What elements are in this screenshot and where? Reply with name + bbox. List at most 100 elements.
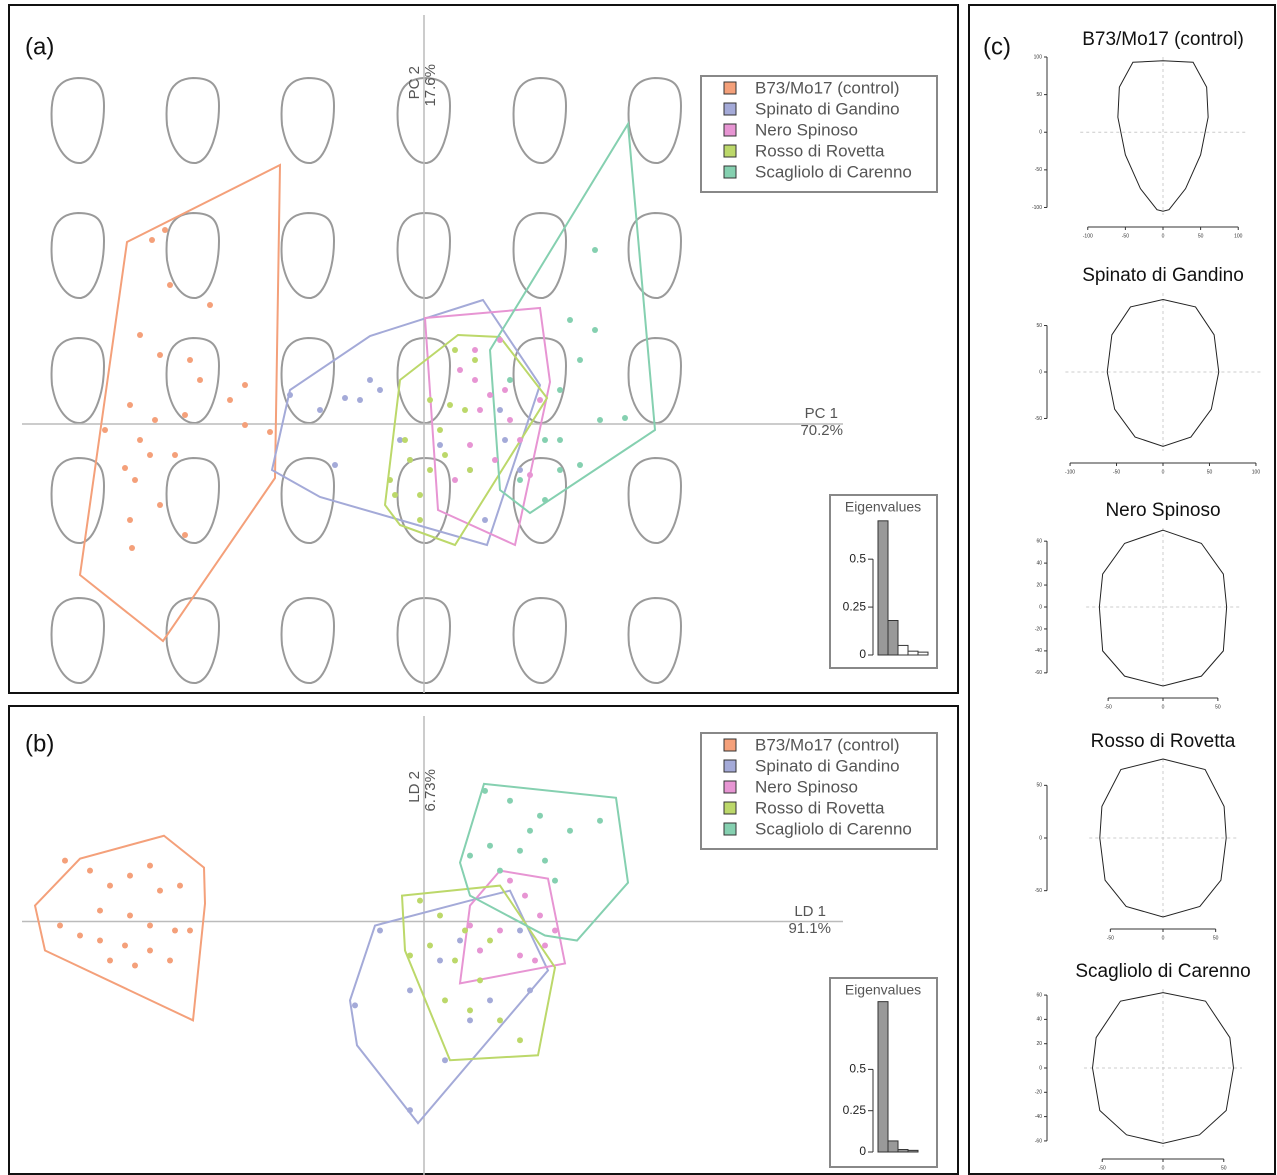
point bbox=[97, 937, 103, 944]
point bbox=[167, 282, 173, 288]
point bbox=[497, 927, 503, 934]
panel-b-frame bbox=[8, 705, 959, 1175]
point bbox=[447, 402, 453, 408]
x-tick-label: 50 bbox=[1213, 935, 1219, 941]
x-tick-label: 50 bbox=[1215, 704, 1221, 710]
point bbox=[452, 957, 458, 964]
point bbox=[392, 492, 398, 498]
point bbox=[437, 912, 443, 919]
point bbox=[462, 407, 468, 413]
point bbox=[77, 932, 83, 939]
point bbox=[147, 862, 153, 869]
point bbox=[152, 417, 158, 423]
inset-tick-label: 0 bbox=[859, 647, 866, 661]
point bbox=[157, 502, 163, 508]
shape-reconstruction bbox=[280, 456, 336, 545]
legend-swatch bbox=[723, 801, 737, 815]
panel-label: (a) bbox=[25, 33, 54, 60]
point bbox=[442, 452, 448, 458]
y-tick-label: 20 bbox=[1036, 582, 1042, 588]
legend-box bbox=[700, 75, 938, 193]
point bbox=[502, 437, 508, 443]
shape-reconstruction bbox=[627, 211, 683, 300]
point bbox=[622, 415, 628, 421]
shape-reconstruction bbox=[396, 596, 452, 685]
shape-reconstruction bbox=[512, 596, 568, 685]
point bbox=[107, 957, 113, 964]
point bbox=[482, 517, 488, 523]
outline bbox=[1099, 758, 1227, 918]
shape-reconstruction bbox=[396, 76, 452, 165]
point bbox=[517, 927, 523, 934]
eigenvalue-bar bbox=[897, 1149, 909, 1153]
point bbox=[557, 387, 563, 393]
y-tick-label: -20 bbox=[1035, 626, 1042, 632]
subplot-title: Rosso di Rovetta bbox=[1091, 731, 1236, 752]
point bbox=[452, 347, 458, 353]
legend-swatch bbox=[723, 738, 737, 752]
y-tick-label: 40 bbox=[1036, 1017, 1042, 1023]
inset-tick-label: 0.25 bbox=[843, 1103, 867, 1117]
shape-reconstruction bbox=[512, 456, 568, 545]
x-axis-variance: 70.2% bbox=[800, 422, 843, 439]
x-tick-label: 0 bbox=[1162, 1165, 1165, 1171]
x-tick-label: 50 bbox=[1198, 233, 1204, 239]
point bbox=[552, 877, 558, 884]
point bbox=[537, 812, 543, 819]
point bbox=[147, 922, 153, 929]
point bbox=[492, 457, 498, 463]
y-tick-label: -50 bbox=[1035, 416, 1042, 422]
point bbox=[467, 852, 473, 859]
point bbox=[487, 392, 493, 398]
point bbox=[417, 897, 423, 904]
legend-swatch bbox=[723, 123, 737, 137]
point bbox=[129, 545, 135, 551]
point bbox=[182, 412, 188, 418]
point bbox=[157, 887, 163, 894]
shape-reconstruction bbox=[396, 456, 452, 545]
point bbox=[517, 437, 523, 443]
shape-reconstruction bbox=[280, 211, 336, 300]
convex-hull bbox=[458, 869, 567, 985]
shape-reconstruction bbox=[50, 211, 106, 300]
point bbox=[507, 877, 513, 884]
subplot-title: Nero Spinoso bbox=[1105, 500, 1220, 521]
point bbox=[132, 477, 138, 483]
legend-swatch bbox=[723, 165, 737, 179]
point bbox=[567, 317, 573, 323]
y-tick-label: 50 bbox=[1036, 323, 1042, 329]
eigenvalue-bar bbox=[907, 650, 919, 656]
y-tick-label: 0 bbox=[1039, 835, 1042, 841]
y-tick-label: 0 bbox=[1039, 1065, 1042, 1071]
y-axis-variance: 6.73% bbox=[422, 769, 439, 812]
x-tick-label: 0 bbox=[1162, 469, 1165, 475]
inset-title: Eigenvalues bbox=[845, 499, 921, 515]
shape-reconstruction bbox=[512, 76, 568, 165]
x-tick-label: -50 bbox=[1099, 1165, 1106, 1171]
point bbox=[457, 937, 463, 944]
point bbox=[437, 427, 443, 433]
point bbox=[467, 442, 473, 448]
point bbox=[97, 907, 103, 914]
point bbox=[377, 387, 383, 393]
convex-hull bbox=[488, 120, 657, 515]
point bbox=[417, 492, 423, 498]
point bbox=[517, 952, 523, 959]
point bbox=[442, 1057, 448, 1064]
point bbox=[177, 882, 183, 889]
inset-title: Eigenvalues bbox=[845, 982, 921, 998]
shape-reconstruction bbox=[50, 456, 106, 545]
point bbox=[182, 532, 188, 538]
y-tick-label: -60 bbox=[1035, 1138, 1042, 1144]
shape-reconstruction bbox=[627, 456, 683, 545]
eigenvalue-bar bbox=[877, 1001, 889, 1153]
inset-tick-label: 0.25 bbox=[843, 599, 867, 613]
point bbox=[542, 437, 548, 443]
x-tick-label: 0 bbox=[1162, 704, 1165, 710]
shape-reconstruction bbox=[396, 336, 452, 425]
y-axis-variance: 17.6% bbox=[422, 64, 439, 107]
point bbox=[137, 332, 143, 338]
inset-tick-label: 0.5 bbox=[849, 551, 866, 565]
point bbox=[137, 437, 143, 443]
